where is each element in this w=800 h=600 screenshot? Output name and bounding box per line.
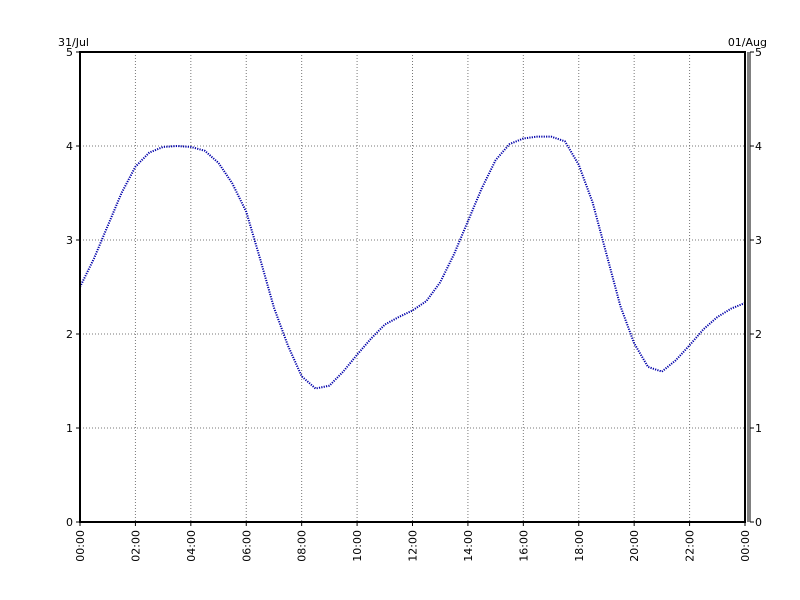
series-line-0 [79, 135, 746, 390]
y-tick-label-right: 5 [755, 46, 762, 59]
date-label-right: 01/Aug [728, 36, 767, 49]
x-tick-label: 12:00 [407, 530, 420, 562]
x-axis: 00:00 02:00 04:00 06:00 08:00 10:00 12:00 14:00… [74, 522, 752, 562]
x-tick-label: 02:00 [129, 530, 142, 562]
x-tick-label: 10:00 [351, 530, 364, 562]
y-tick-label-right: 0 [755, 516, 762, 529]
y-axis-left: 0 1 2 3 4 5 [66, 46, 80, 529]
y-tick-label-left: 4 [66, 140, 73, 153]
date-label-left: 31/Jul [58, 36, 89, 49]
y-tick-label-right: 2 [755, 328, 762, 341]
series-line [79, 135, 746, 390]
y-tick-label-left: 2 [66, 328, 73, 341]
y-tick-label-right: 1 [755, 422, 762, 435]
y-tick-label-left: 0 [66, 516, 73, 529]
y-tick-label-left: 5 [66, 46, 73, 59]
x-tick-label: 00:00 [74, 530, 87, 562]
x-tick-label: 22:00 [684, 530, 697, 562]
y-axis-right: 0 1 2 3 4 5 [750, 46, 762, 529]
y-tick-label-left: 1 [66, 422, 73, 435]
x-tick-label: 06:00 [240, 530, 253, 562]
x-tick-label: 08:00 [296, 530, 309, 562]
grid [80, 52, 745, 522]
x-tick-label: 18:00 [573, 530, 586, 562]
x-tick-label: 00:00 [739, 530, 752, 562]
x-tick-label: 20:00 [628, 530, 641, 562]
x-tick-label: 16:00 [517, 530, 530, 562]
x-tick-label: 14:00 [462, 530, 475, 562]
x-tick-label: 04:00 [185, 530, 198, 562]
y-tick-label-right: 4 [755, 140, 762, 153]
y-tick-label-right: 3 [755, 234, 762, 247]
y-tick-label-left: 3 [66, 234, 73, 247]
